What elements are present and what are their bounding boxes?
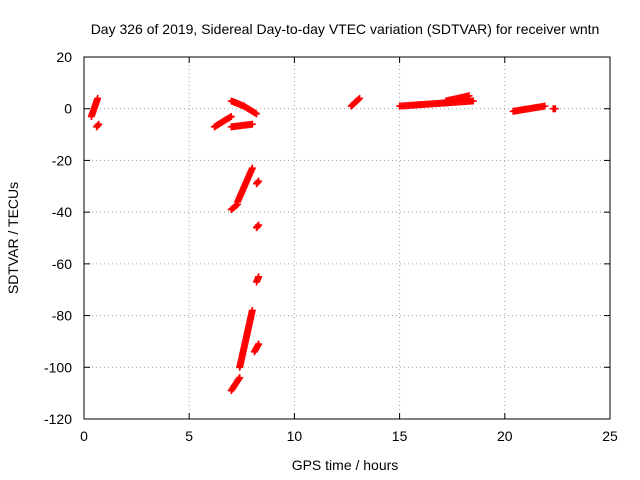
data-point	[255, 177, 263, 185]
data-point	[465, 92, 473, 100]
y-tick-label: -80	[52, 308, 72, 324]
data-point	[233, 201, 241, 209]
plot-frame	[83, 56, 611, 420]
data-point	[236, 374, 244, 382]
x-tick-label: 5	[185, 428, 193, 444]
y-tick-label: -20	[52, 152, 72, 168]
data-point	[255, 340, 263, 348]
x-axis-ticks: 0 5 10 15 20 25	[80, 57, 618, 444]
data-point	[469, 97, 477, 105]
y-tick-label: 20	[56, 49, 72, 65]
y-tick-label: -120	[44, 411, 72, 427]
data-point	[248, 164, 256, 172]
data-point	[356, 94, 364, 102]
chart-title: Day 326 of 2019, Sidereal Day-to-day VTE…	[91, 21, 600, 37]
data-point	[95, 120, 103, 128]
data-point	[551, 105, 559, 113]
data-point	[227, 112, 235, 120]
data-point	[253, 110, 261, 118]
data-point	[541, 102, 549, 110]
x-tick-label: 0	[80, 428, 88, 444]
x-axis-label: GPS time / hours	[292, 457, 399, 473]
x-tick-label: 20	[497, 428, 513, 444]
data-point	[248, 120, 256, 128]
x-tick-label: 15	[392, 428, 408, 444]
x-tick-label: 10	[287, 428, 303, 444]
data-points	[87, 92, 559, 395]
data-point	[355, 95, 363, 103]
y-tick-label: -40	[52, 204, 72, 220]
data-point	[255, 221, 263, 229]
y-tick-label: -100	[44, 359, 72, 375]
data-point	[94, 94, 102, 102]
grid-lines	[84, 57, 610, 419]
data-point	[248, 306, 256, 314]
y-tick-label: -60	[52, 256, 72, 272]
y-axis-label: SDTVAR / TECUs	[5, 182, 21, 294]
data-point	[255, 273, 263, 281]
x-tick-label: 25	[602, 428, 618, 444]
y-tick-label: 0	[64, 101, 72, 117]
y-axis-ticks: 20 0 -20 -40 -60 -80 -100 -120	[44, 49, 610, 427]
